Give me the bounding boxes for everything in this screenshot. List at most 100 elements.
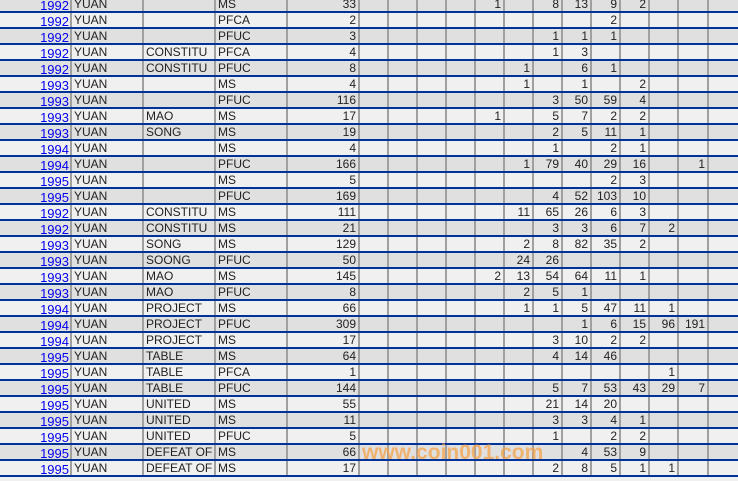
value-cell: 52 <box>561 188 591 205</box>
year-link[interactable]: 1995 <box>40 462 69 476</box>
value-cell <box>677 188 708 205</box>
value-cell <box>445 92 475 109</box>
year-link[interactable]: 1995 <box>40 382 69 396</box>
type-cell: PFUC <box>214 60 287 77</box>
year-link[interactable]: 1993 <box>40 94 69 108</box>
value-cell <box>416 268 446 285</box>
word-cell: SONG <box>142 124 215 141</box>
word-cell <box>142 76 215 93</box>
year-link[interactable]: 1995 <box>40 366 69 380</box>
value-cell: 1 <box>503 156 533 173</box>
value-cell <box>358 396 388 413</box>
year-link[interactable]: 1992 <box>40 14 69 28</box>
value-cell <box>387 28 417 45</box>
value-cell: 65 <box>532 204 562 221</box>
table-row: 1995 YUAN DEFEAT OF MS 17 2 8 5 1 1 <box>0 460 738 477</box>
year-link[interactable]: 1993 <box>40 254 69 268</box>
year-link[interactable]: 1994 <box>40 158 69 172</box>
value-cell <box>648 236 678 253</box>
value-cell: 2 <box>619 0 649 13</box>
value-cell <box>677 396 708 413</box>
value-cell <box>503 332 533 349</box>
value-cell <box>707 124 738 141</box>
count-cell: 17 <box>286 332 359 349</box>
value-cell <box>503 92 533 109</box>
year-cell: 1995 <box>0 188 71 205</box>
year-link[interactable]: 1993 <box>40 110 69 124</box>
value-cell: 64 <box>561 268 591 285</box>
value-cell <box>358 428 388 445</box>
year-cell: 1993 <box>0 252 71 269</box>
value-cell <box>387 60 417 77</box>
value-cell <box>387 380 417 397</box>
value-cell: 47 <box>590 300 620 317</box>
year-link[interactable]: 1992 <box>40 0 69 12</box>
year-link[interactable]: 1995 <box>40 414 69 428</box>
year-link[interactable]: 1992 <box>40 222 69 236</box>
value-cell <box>590 364 620 381</box>
name-cell: YUAN <box>70 172 143 189</box>
year-cell: 1993 <box>0 76 71 93</box>
value-cell <box>707 396 738 413</box>
value-cell <box>445 172 475 189</box>
value-cell: 1 <box>619 268 649 285</box>
table-row: 1994 YUAN PROJECT MS 17 3 10 2 2 <box>0 332 738 349</box>
year-link[interactable]: 1995 <box>40 350 69 364</box>
value-cell <box>416 428 446 445</box>
value-cell <box>358 124 388 141</box>
value-cell: 1 <box>503 300 533 317</box>
value-cell <box>648 108 678 125</box>
year-link[interactable]: 1995 <box>40 430 69 444</box>
year-link[interactable]: 1992 <box>40 46 69 60</box>
year-link[interactable]: 1993 <box>40 126 69 140</box>
count-cell: 1 <box>286 364 359 381</box>
type-cell: PFCA <box>214 12 287 29</box>
value-cell <box>707 92 738 109</box>
value-cell <box>474 204 504 221</box>
count-cell: 116 <box>286 92 359 109</box>
value-cell: 2 <box>619 108 649 125</box>
value-cell <box>677 284 708 301</box>
value-cell: 4 <box>532 348 562 365</box>
value-cell <box>358 316 388 333</box>
year-link[interactable]: 1994 <box>40 334 69 348</box>
year-cell: 1994 <box>0 300 71 317</box>
year-link[interactable]: 1995 <box>40 190 69 204</box>
year-cell: 1994 <box>0 316 71 333</box>
year-link[interactable]: 1994 <box>40 142 69 156</box>
year-link[interactable]: 1995 <box>40 446 69 460</box>
value-cell <box>445 300 475 317</box>
value-cell: 4 <box>590 412 620 429</box>
value-cell: 1 <box>619 124 649 141</box>
year-link[interactable]: 1993 <box>40 238 69 252</box>
table-row: 1994 YUAN PROJECT PFUC 309 1 6 15 96 191 <box>0 316 738 333</box>
name-cell: YUAN <box>70 28 143 45</box>
year-link[interactable]: 1992 <box>40 206 69 220</box>
value-cell: 1 <box>532 28 562 45</box>
year-link[interactable]: 1994 <box>40 318 69 332</box>
year-link[interactable]: 1993 <box>40 286 69 300</box>
value-cell <box>503 188 533 205</box>
value-cell <box>503 316 533 333</box>
year-link[interactable]: 1992 <box>40 30 69 44</box>
type-cell: MS <box>214 348 287 365</box>
value-cell: 2 <box>619 76 649 93</box>
value-cell <box>358 364 388 381</box>
year-link[interactable]: 1993 <box>40 78 69 92</box>
year-link[interactable]: 1992 <box>40 62 69 76</box>
value-cell: 1 <box>648 364 678 381</box>
year-cell: 1994 <box>0 332 71 349</box>
value-cell: 53 <box>590 444 620 461</box>
name-cell: YUAN <box>70 348 143 365</box>
year-link[interactable]: 1994 <box>40 302 69 316</box>
value-cell <box>707 60 738 77</box>
year-link[interactable]: 1995 <box>40 174 69 188</box>
value-cell <box>677 332 708 349</box>
word-cell <box>142 28 215 45</box>
year-link[interactable]: 1995 <box>40 398 69 412</box>
value-cell <box>677 140 708 157</box>
value-cell: 3 <box>532 412 562 429</box>
type-cell: PFUC <box>214 316 287 333</box>
year-link[interactable]: 1993 <box>40 270 69 284</box>
